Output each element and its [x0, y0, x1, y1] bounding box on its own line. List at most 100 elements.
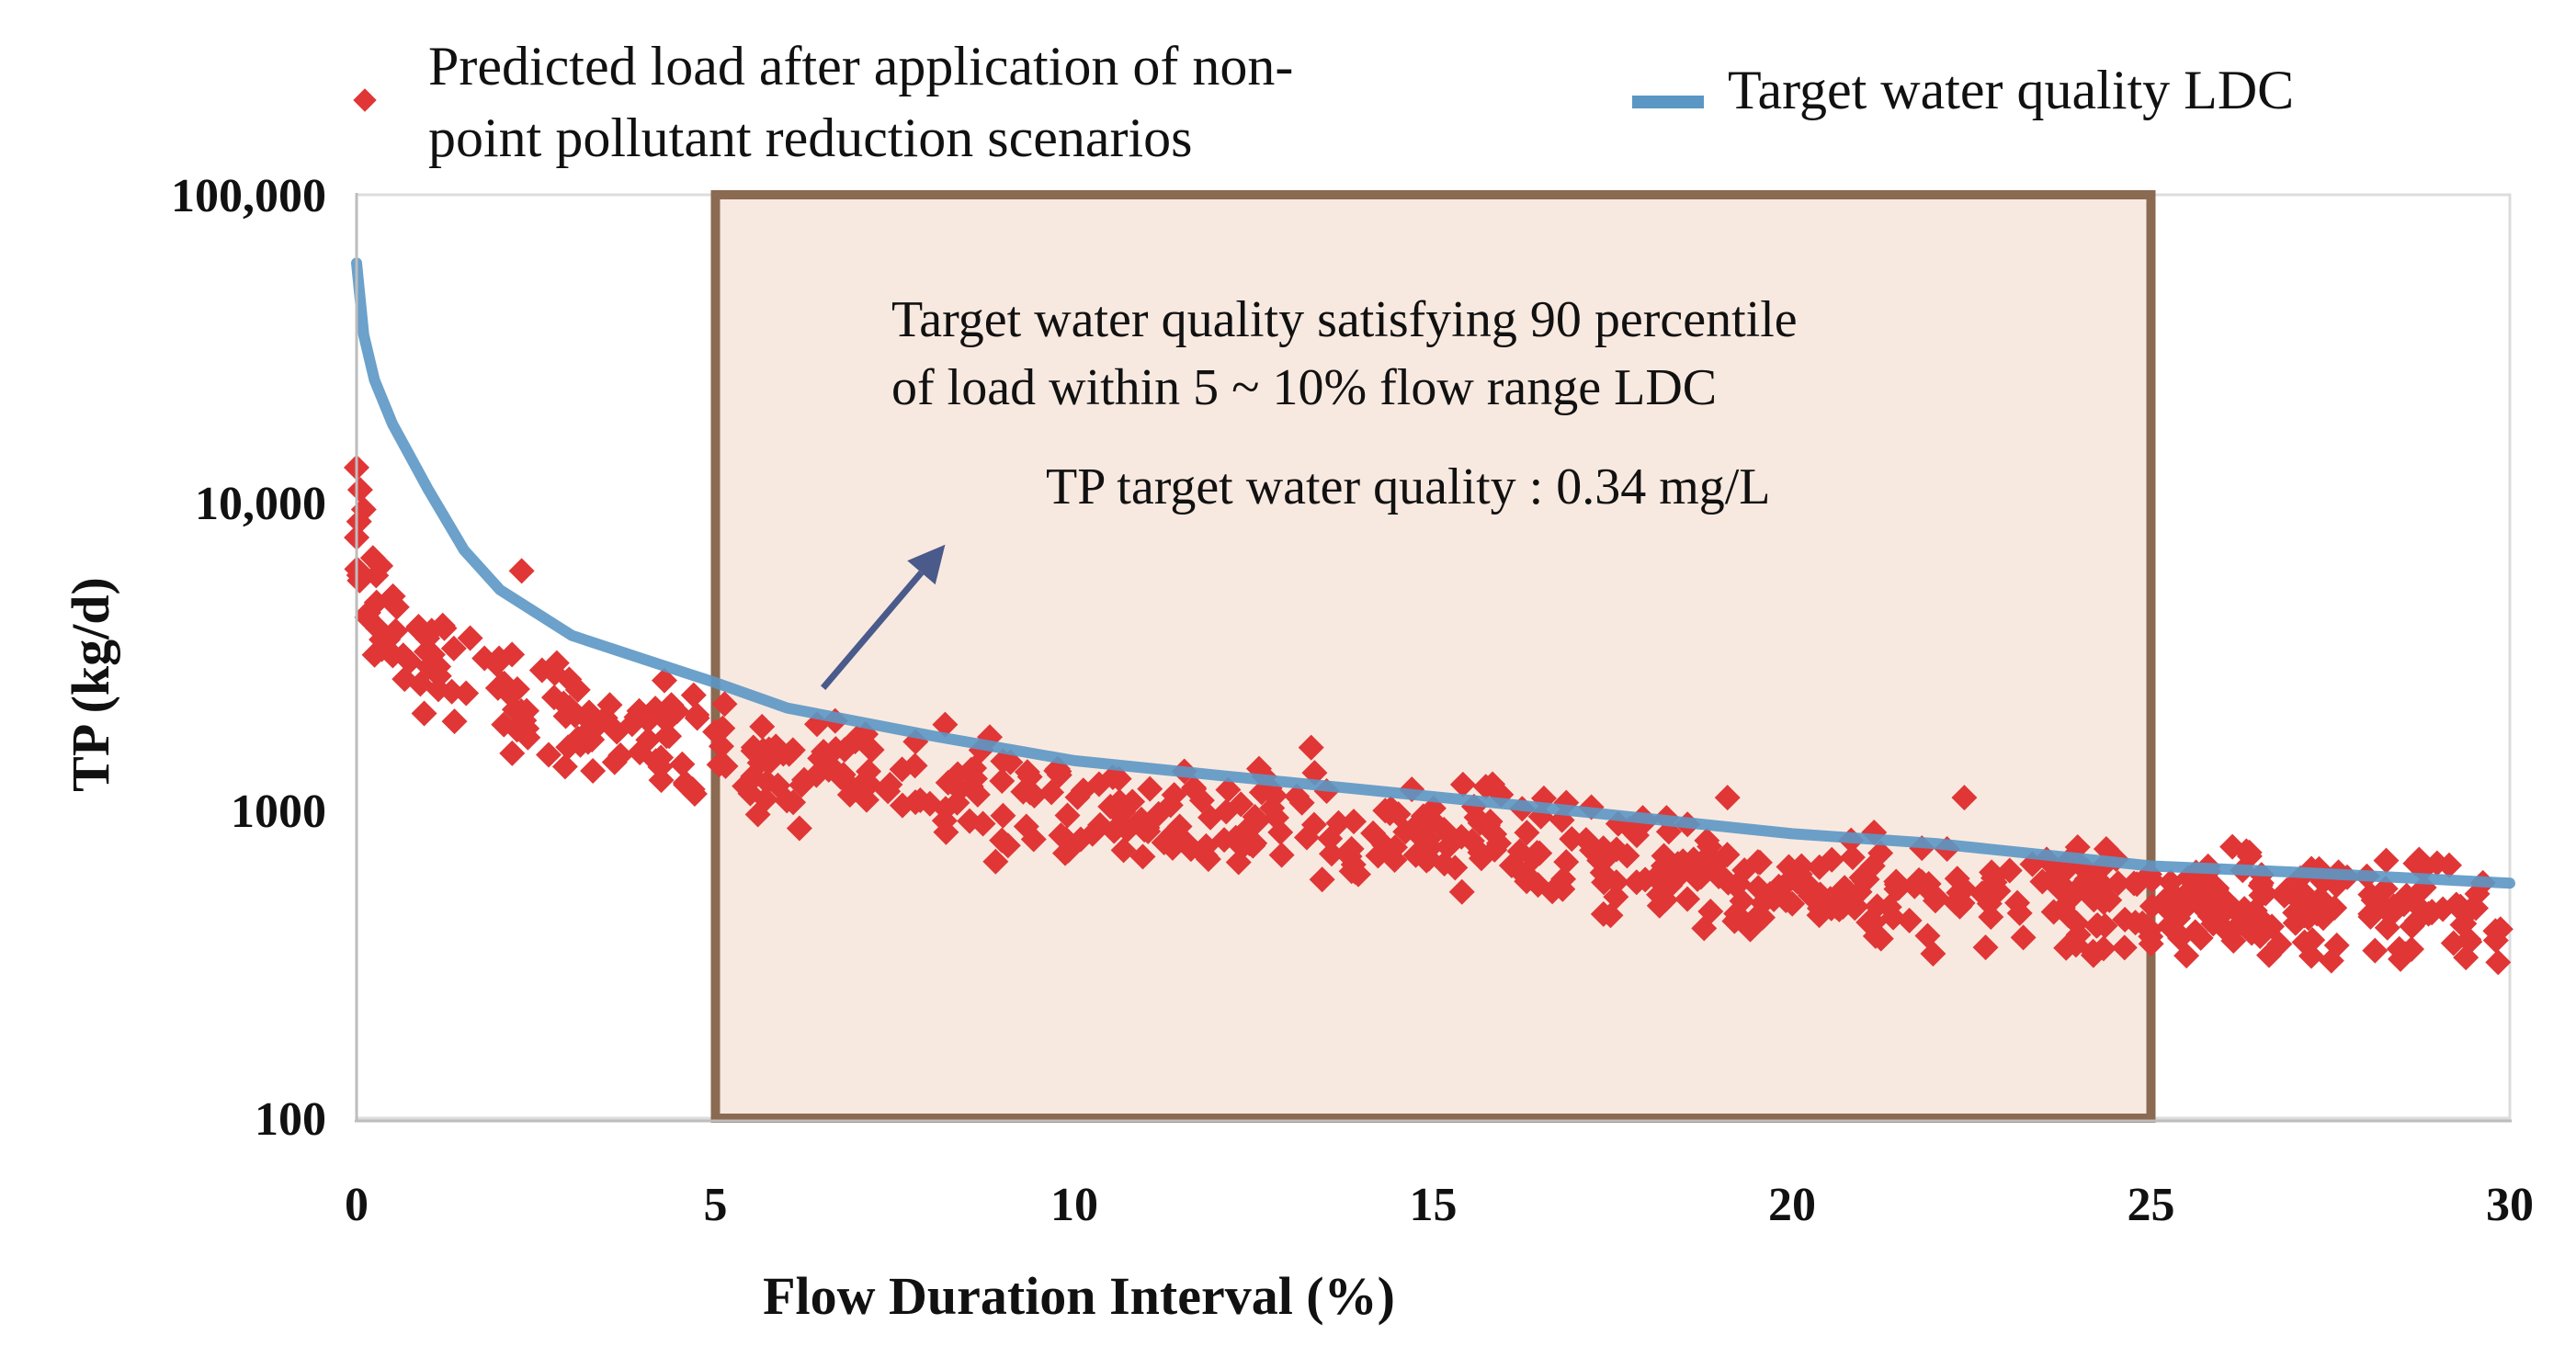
- scatter-point: [1300, 811, 1327, 838]
- scatter-point: [1981, 869, 2008, 896]
- scatter-point: [790, 766, 817, 793]
- scatter-point: [515, 724, 541, 751]
- scatter-point: [1448, 878, 1475, 905]
- scatter-point: [1722, 872, 1749, 899]
- scatter-point: [1646, 881, 1673, 908]
- scatter-point: [2055, 902, 2082, 929]
- scatter-point: [1757, 880, 1784, 907]
- scatter-point: [556, 666, 583, 693]
- scatter-point: [2399, 913, 2425, 940]
- scatter-point: [1101, 818, 1128, 844]
- scatter-point: [1338, 858, 1365, 885]
- scatter-point: [2092, 912, 2118, 939]
- scatter-point: [2255, 942, 2282, 968]
- scatter-point: [1714, 785, 1741, 811]
- annotation-arrowhead: [907, 544, 946, 585]
- scatter-point: [1338, 835, 1365, 862]
- scatter-point: [1070, 777, 1096, 804]
- scatter-point: [2482, 918, 2509, 945]
- scatter-point: [494, 678, 520, 705]
- scatter-point: [2304, 900, 2331, 927]
- scatter-point: [346, 477, 373, 503]
- scatter-point: [1309, 866, 1335, 893]
- scatter-series: [344, 454, 2514, 976]
- scatter-point: [653, 723, 680, 750]
- scatter-point: [1693, 844, 1719, 871]
- scatter-point: [931, 808, 958, 834]
- y-axis-title: TP (kg/d): [61, 577, 120, 792]
- scatter-point: [858, 737, 885, 764]
- scatter-point: [1590, 900, 1617, 927]
- scatter-point: [2485, 949, 2512, 976]
- scatter-point: [1262, 783, 1288, 809]
- scatter-point: [535, 741, 562, 768]
- scatter-point: [673, 772, 699, 798]
- scatter-point: [438, 678, 465, 705]
- scatter-point: [564, 725, 591, 752]
- scatter-point: [830, 762, 857, 788]
- x-tick-label: 5: [704, 1179, 728, 1231]
- scatter-point: [1867, 840, 1894, 866]
- scatter-point: [1268, 842, 1295, 868]
- scatter-point: [648, 767, 675, 794]
- scatter-point: [2010, 924, 2037, 951]
- scatter-point: [1818, 895, 1844, 922]
- scatter-point: [1861, 909, 1888, 935]
- scatter-point: [1553, 849, 1580, 876]
- scatter-point: [763, 733, 789, 760]
- scatter-point: [1128, 806, 1154, 832]
- scatter-point: [2450, 899, 2477, 925]
- scatter-point: [989, 767, 1016, 794]
- scatter-point: [1317, 825, 1344, 852]
- legend: Predicted load after application of non-…: [353, 36, 2294, 168]
- scatter-point: [2282, 910, 2309, 936]
- annotation-line-1: Target water quality satisfying 90 perce…: [891, 291, 1798, 348]
- scatter-point: [429, 612, 456, 639]
- x-tick-label: 20: [1768, 1179, 1816, 1231]
- scatter-point: [440, 635, 467, 662]
- scatter-point: [1097, 793, 1124, 820]
- scatter-point: [2111, 934, 2138, 961]
- scatter-point: [957, 808, 983, 834]
- annotation: Target water quality satisfying 90 perce…: [820, 291, 1798, 690]
- scatter-point: [1498, 852, 1525, 878]
- scatter-point: [441, 708, 468, 735]
- scatter-point: [1054, 802, 1081, 829]
- scatter-point: [1463, 804, 1490, 831]
- scatter-point: [1880, 904, 1907, 931]
- target-ldc-line: [351, 257, 2515, 889]
- scatter-point: [483, 651, 510, 677]
- scatter-point: [2248, 882, 2275, 909]
- scatter-point: [499, 740, 526, 766]
- scatter-point: [1951, 785, 1978, 811]
- scatter-point: [623, 704, 650, 730]
- scatter-point: [875, 778, 902, 805]
- scatter-point: [2402, 850, 2429, 877]
- scatter-point: [411, 700, 437, 727]
- y-tick-label: 100,000: [171, 170, 326, 222]
- scatter-point: [642, 748, 669, 775]
- scatter-point: [1525, 872, 1551, 899]
- scatter-point: [2047, 876, 2073, 902]
- scatter-point: [1524, 840, 1550, 866]
- scatter-point: [551, 753, 578, 780]
- x-tick-label: 25: [2128, 1179, 2175, 1231]
- scatter-point: [889, 756, 915, 783]
- scatter-point: [753, 786, 779, 812]
- scatter-point: [1341, 809, 1367, 835]
- scatter-point: [1137, 775, 1163, 802]
- x-axis-title: Flow Duration Interval (%): [763, 1266, 1395, 1326]
- scatter-point: [1697, 899, 1724, 925]
- scatter-point: [601, 749, 628, 775]
- scatter-point: [1448, 823, 1475, 850]
- scatter-point: [749, 713, 776, 740]
- scatter-point: [706, 752, 732, 778]
- scatter-point: [580, 758, 607, 785]
- scatter-point: [1848, 865, 1875, 891]
- scatter-point: [1908, 868, 1935, 895]
- scatter-point: [1946, 893, 1973, 920]
- scatter-point: [1048, 822, 1074, 849]
- x-tick-label: 15: [1410, 1179, 1458, 1231]
- scatter-point: [2299, 927, 2326, 954]
- annotation-arrow: [820, 570, 925, 690]
